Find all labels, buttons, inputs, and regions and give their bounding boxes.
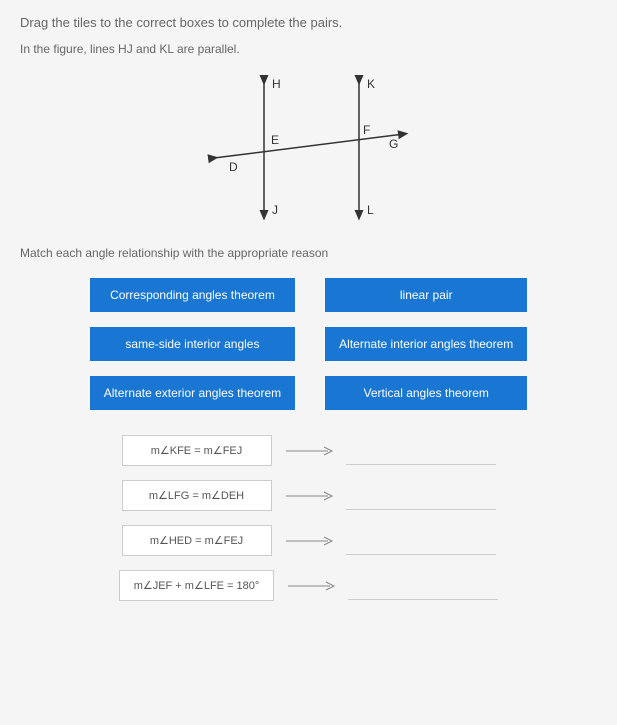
pair-row: m∠LFG = m∠DEH [122,480,496,511]
tiles-right-column: linear pair Alternate interior angles th… [325,278,527,410]
angle-statement: m∠LFG = m∠DEH [122,480,272,511]
svg-text:E: E [271,133,279,147]
svg-text:J: J [272,203,278,217]
svg-text:D: D [229,160,238,174]
angle-statement: m∠KFE = m∠FEJ [122,435,272,466]
arrow-icon [284,490,334,502]
svg-text:K: K [367,77,375,91]
main-instruction: Drag the tiles to the correct boxes to c… [20,15,597,30]
angle-statement: m∠JEF + m∠LFE = 180° [119,570,275,601]
drop-zone[interactable] [348,572,498,600]
arrow-icon [284,445,334,457]
drop-zone[interactable] [346,437,496,465]
tiles-left-column: Corresponding angles theorem same-side i… [90,278,295,410]
drop-zone[interactable] [346,482,496,510]
tile-alt-exterior[interactable]: Alternate exterior angles theorem [90,376,295,410]
svg-text:F: F [363,123,370,137]
angle-statement: m∠HED = m∠FEJ [122,525,272,556]
pairs-container: m∠KFE = m∠FEJ m∠LFG = m∠DEH m∠HED = m∠FE… [20,435,597,601]
tile-vertical[interactable]: Vertical angles theorem [325,376,527,410]
pair-row: m∠KFE = m∠FEJ [122,435,496,466]
svg-text:H: H [272,77,281,91]
arrow-icon [284,535,334,547]
match-instruction: Match each angle relationship with the a… [20,246,597,260]
pair-row: m∠HED = m∠FEJ [122,525,496,556]
svg-text:G: G [389,137,398,151]
figure-container: H K E F D G J L [20,66,597,231]
pair-row: m∠JEF + m∠LFE = 180° [119,570,499,601]
tiles-container: Corresponding angles theorem same-side i… [20,278,597,410]
tile-alt-interior[interactable]: Alternate interior angles theorem [325,327,527,361]
drop-zone[interactable] [346,527,496,555]
sub-instruction: In the figure, lines HJ and KL are paral… [20,42,597,56]
tile-corresponding[interactable]: Corresponding angles theorem [90,278,295,312]
svg-text:L: L [367,203,374,217]
arrow-icon [286,580,336,592]
tile-linear-pair[interactable]: linear pair [325,278,527,312]
tile-same-side[interactable]: same-side interior angles [90,327,295,361]
parallel-lines-figure: H K E F D G J L [179,66,439,231]
